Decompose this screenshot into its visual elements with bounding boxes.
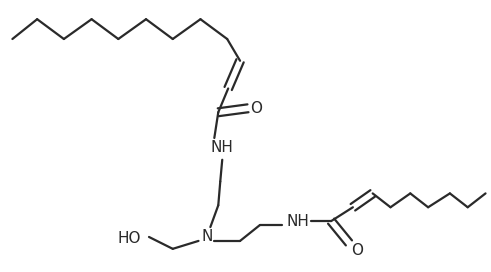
Text: O: O: [351, 243, 363, 258]
Text: NH: NH: [211, 140, 234, 155]
Text: NH: NH: [286, 214, 309, 229]
Text: N: N: [202, 230, 213, 245]
Text: HO: HO: [117, 231, 141, 246]
Text: O: O: [250, 101, 262, 116]
